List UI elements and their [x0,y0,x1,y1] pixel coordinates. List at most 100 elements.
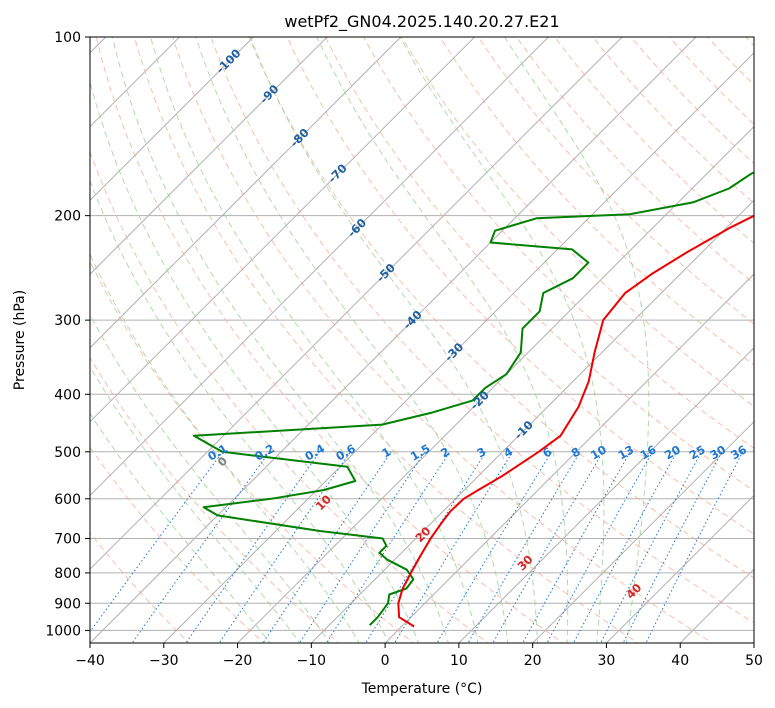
mixing-ratio-line [262,451,392,643]
moist-adiabat-line [111,37,449,643]
dry-adiabat-line [90,356,340,643]
dry-adiabat-line [90,531,190,643]
dry-adiabat-line [439,37,754,366]
mixing-ratio-label: 20 [662,442,683,462]
mixing-ratio-line [90,451,224,633]
isotherm-line [90,37,402,349]
dry-adiabat-line [706,37,754,86]
plot-frame [89,36,755,644]
mixing-ratio-line [365,451,487,643]
sounding-profiles [192,171,754,628]
mixing-ratio-line [394,451,514,643]
isotherm-label: -10 [511,418,536,443]
mixing-ratio-label: 10 [588,442,609,462]
dry-adiabat-line [477,37,754,325]
y-tick-label: 300 [54,313,81,329]
isotherm-line [679,568,754,643]
moist-adiabat-line [249,37,539,643]
isotherm-line [90,37,697,643]
isotherm-line [90,37,476,423]
mixing-ratio-line [645,451,744,643]
mixing-ratio-lines [90,451,744,643]
x-tick-label: 20 [524,653,542,669]
y-axis-ticks: 1000 900 800 700 600 500 400 300 200 100 [45,30,90,639]
mixing-ratio-line [325,451,451,643]
isotherm-line [90,37,255,202]
mixing-ratio-line [131,451,271,643]
mixing-ratio-label: 30 [707,442,728,462]
dewpoint-profile-line [192,171,754,626]
y-tick-label: 100 [54,30,81,46]
moist-adiabat-line [150,37,479,643]
dry-adiabat-line [771,24,775,646]
isotherm-line [90,37,328,275]
y-tick-label: 500 [54,445,81,461]
moist-adiabat-line [90,179,390,643]
moist-adiabat-line [90,365,301,643]
dry-adiabat-label: 0 [215,454,231,470]
mixing-ratio-label: 25 [687,442,708,462]
x-tick-label: −20 [223,653,253,669]
isotherm-line [458,347,754,643]
mixing-ratio-label: 16 [638,442,659,462]
dry-adiabat-line [286,37,754,535]
x-tick-label: 40 [671,653,689,669]
x-tick-label: −40 [75,653,105,669]
dry-adiabat-line [324,37,754,492]
dry-adiabat-line [668,37,754,125]
isotherm-label: -70 [325,161,350,186]
moist-adiabat-line [90,253,360,643]
dry-adiabat-lines [90,24,775,646]
y-tick-label: 800 [54,566,81,582]
mixing-ratio-label: 6 [540,444,554,460]
mixing-ratio-line [185,451,321,643]
y-tick-label: 1000 [45,623,81,639]
x-tick-label: 0 [381,653,390,669]
isotherm-line [163,52,754,643]
dry-adiabat-line [90,150,490,643]
moist-adiabat-line [90,80,420,643]
dry-adiabat-label: 20 [412,524,433,545]
mixing-ratio-line [218,451,351,643]
y-axis-label: Pressure (hPa) [12,290,28,390]
x-tick-label: −10 [297,653,327,669]
x-tick-label: 50 [745,653,763,669]
isotherm-line [531,420,754,643]
line-labels: 0.1 0.2 0.4 0.6 1 1.5 2 3 4 6 8 10 13 16 20 25 30 36-100-… [205,46,749,602]
mixing-ratio-line [492,451,604,643]
isotherm-line [753,642,754,643]
mixing-ratio-label: 13 [616,442,637,462]
isotherm-line [90,37,623,570]
x-tick-label: 10 [450,653,468,669]
y-tick-label: 700 [54,532,81,548]
mixing-ratio-label: 8 [569,444,583,460]
isotherm-line [384,273,754,643]
moist-adiabat-line [195,37,509,643]
dry-adiabat-label: 40 [623,581,644,602]
mixing-ratio-line [600,451,702,643]
x-axis-ticks: −40 −30 −20 −10 0 10 20 30 40 50 [75,643,763,669]
x-tick-label: −30 [149,653,179,669]
temperature-profile-line [397,214,754,628]
mixing-ratio-label: 0.4 [302,441,327,463]
isotherm-line [236,125,754,643]
moist-adiabat-line [504,37,650,643]
moist-adiabat-line [399,37,605,643]
isotherm-line [90,37,181,128]
isotherm-line [605,494,754,643]
dry-adiabat-line [90,446,265,643]
y-tick-label: 900 [54,596,81,612]
isotherm-line [310,199,754,643]
chart-title: wetPf2_GN04.2025.140.20.27.E21 [284,12,559,32]
moist-adiabat-line [316,37,569,643]
isotherm-lines [90,37,754,643]
mixing-ratio-line [572,451,678,643]
dry-adiabat-line [248,37,754,579]
plot-area: 0.1 0.2 0.4 0.6 1 1.5 2 3 4 6 8 10 13 16 20 25 30 36-100-… [90,24,775,646]
x-tick-label: 30 [598,653,616,669]
dry-adiabat-line [515,37,754,285]
dry-adiabat-label: 30 [514,552,535,573]
y-tick-label: 200 [54,209,81,225]
x-axis-label: Temperature (°C) [361,681,483,697]
